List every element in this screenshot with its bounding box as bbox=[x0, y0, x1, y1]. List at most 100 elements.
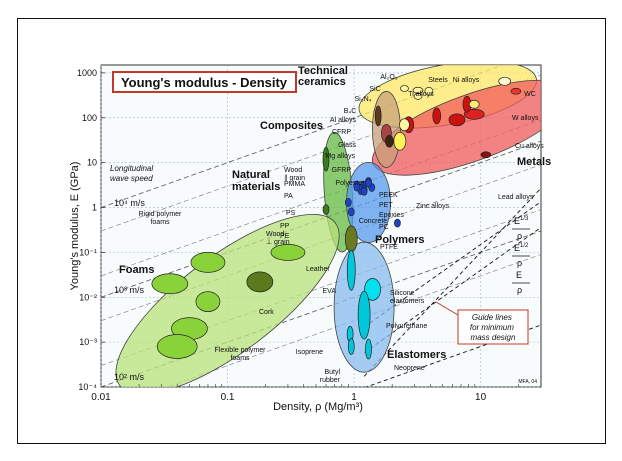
material-cu-alloys bbox=[463, 108, 485, 120]
guide-callout-text: Guide lines for minimum mass design bbox=[470, 313, 516, 342]
slide-frame: WC W alloys Cu alloys Steels Ni alloys Ti all… bbox=[17, 18, 606, 444]
label-pmma: PMMA bbox=[284, 181, 305, 188]
family-label-metals: Metals bbox=[517, 156, 551, 168]
material-labels: WC W alloys Cu alloys Steels Ni alloys Ti all… bbox=[139, 74, 545, 384]
title-box bbox=[112, 71, 297, 93]
material-ptfe bbox=[394, 218, 401, 228]
x-tick-label: 0.01 bbox=[91, 392, 111, 403]
material-gfrp bbox=[385, 134, 394, 148]
material-polyurethane bbox=[357, 290, 371, 340]
guide-callout-box bbox=[457, 309, 529, 345]
material-bubbles bbox=[151, 76, 522, 360]
y-tick-label: 10 bbox=[87, 158, 97, 168]
callout-arrow bbox=[435, 301, 459, 316]
label-epoxies: Epoxies bbox=[379, 212, 404, 219]
label-polyester: Polyester bbox=[335, 180, 365, 187]
svg-text:ρ: ρ bbox=[517, 231, 522, 241]
material-leather bbox=[344, 225, 358, 253]
label-rigid-polymer-foams: Rigid polymer foams bbox=[139, 211, 182, 226]
wave-speed-1e2: 10² m/s bbox=[114, 372, 145, 382]
x-tick-label: 1 bbox=[351, 392, 357, 403]
min-mass-guide-line bbox=[363, 227, 541, 354]
family-label-natural-materials: Natural bbox=[232, 169, 270, 181]
label-cfrp: CFRP bbox=[332, 129, 351, 136]
y-axis-label: Young's modulus, E (GPa) bbox=[69, 162, 81, 291]
label-glass: Glass bbox=[338, 142, 356, 149]
axis-ticks: 0.01 0.1 1 10 10⁻⁴ 10⁻³ 10⁻² 10⁻¹ 1 10 100 1000 bbox=[77, 68, 542, 403]
material-zinc-alloys bbox=[448, 113, 466, 127]
material-cfrp bbox=[374, 105, 382, 127]
family-label-elastomers: Elastomers bbox=[387, 349, 446, 361]
material-glass bbox=[399, 118, 410, 132]
material-b-c bbox=[400, 85, 409, 92]
label-silicone-elastomers: Silicone elastomers bbox=[390, 290, 425, 305]
material-butyl-rubber bbox=[347, 338, 355, 355]
material-ti-alloys bbox=[432, 107, 442, 125]
label-wood-grain: Wood ⊥ grain bbox=[266, 231, 290, 246]
foam-bubble bbox=[151, 273, 189, 295]
y-tick-label: 10⁻² bbox=[79, 292, 97, 302]
label-wood-grain: Wood ∥ grain bbox=[284, 167, 305, 182]
wave-speed-line bbox=[101, 230, 541, 387]
label-ps: PS bbox=[286, 210, 296, 217]
y-tick-label: 1 bbox=[92, 203, 97, 213]
material-polyester bbox=[365, 178, 372, 188]
x-tick-label: 0.1 bbox=[221, 392, 235, 403]
label-lead-alloys: Lead alloys bbox=[498, 194, 534, 201]
label-flexible-polymer-foams: Flexible polymer foams bbox=[215, 347, 267, 362]
label-cu-alloys: Cu alloys bbox=[515, 143, 544, 150]
label-zinc-alloys: Zinc alloys bbox=[416, 203, 450, 210]
parallel-guide-line bbox=[101, 209, 541, 366]
label-steels: Steels bbox=[428, 77, 448, 84]
material-w-alloys bbox=[510, 87, 522, 95]
family-label-foams: Foams bbox=[119, 264, 154, 276]
svg-text:ρ: ρ bbox=[517, 258, 522, 268]
label-mg-alloys: Mg alloys bbox=[325, 153, 355, 160]
label-leather: Leather bbox=[306, 266, 330, 273]
guide-label-e12: E1/2 bbox=[514, 243, 529, 253]
credit-label: MFA, 04 bbox=[518, 379, 537, 385]
label-ti-alloys: Ti alloys bbox=[408, 91, 434, 98]
material-pc bbox=[360, 186, 368, 196]
guide-label-e: E bbox=[516, 270, 522, 280]
label-peek: PEEK bbox=[379, 192, 398, 199]
foam-bubble bbox=[156, 334, 198, 359]
family-label-polymers: Polymers bbox=[375, 234, 425, 246]
ashby-chart: WC W alloys Cu alloys Steels Ni alloys Ti all… bbox=[69, 64, 551, 413]
material-ps bbox=[353, 180, 361, 192]
svg-text:ρ: ρ bbox=[517, 285, 522, 295]
material-cork bbox=[246, 271, 274, 293]
material-wood-grain bbox=[322, 146, 330, 172]
label-pa: PA bbox=[284, 193, 293, 200]
parallel-guide-line bbox=[101, 119, 541, 277]
label-pet: PET bbox=[379, 202, 393, 209]
label-cork: Cork bbox=[259, 309, 274, 316]
material-pp bbox=[344, 198, 352, 207]
label-neoprene: Neoprene bbox=[394, 365, 425, 372]
label-butyl-rubber: Butyl rubber bbox=[320, 369, 341, 384]
label-pp: PP bbox=[280, 223, 290, 230]
label-wc: WC bbox=[524, 91, 536, 98]
guide-label-e13: E1/3 bbox=[514, 216, 529, 226]
foam-bubble bbox=[190, 251, 226, 273]
label-concrete: Concrete bbox=[359, 218, 388, 225]
family-label-natural-materials: materials bbox=[232, 181, 280, 193]
y-tick-label: 100 bbox=[82, 113, 97, 123]
label-b-c: B₄C bbox=[344, 108, 357, 115]
label-si-n-: Si₃N₄ bbox=[355, 96, 372, 103]
material-wood-grain bbox=[322, 204, 330, 215]
x-tick-label: 10 bbox=[475, 392, 487, 403]
label-isoprene: Isoprene bbox=[296, 349, 323, 356]
label-ni-alloys: Ni alloys bbox=[453, 77, 480, 84]
material-rigid-polymer-foams bbox=[270, 244, 306, 261]
y-tick-label: 10⁻³ bbox=[79, 337, 97, 347]
y-tick-label: 1000 bbox=[77, 68, 97, 78]
material-wc bbox=[498, 76, 512, 86]
chart-title: Young's modulus - Density bbox=[121, 75, 288, 90]
family-label-composites: Composites bbox=[260, 120, 323, 132]
wave-speed-line bbox=[101, 65, 505, 208]
label-pe: PE bbox=[280, 233, 290, 240]
wave-speed-1e4: 10⁴ m/s bbox=[114, 198, 145, 208]
parallel-guide-line bbox=[101, 74, 541, 232]
